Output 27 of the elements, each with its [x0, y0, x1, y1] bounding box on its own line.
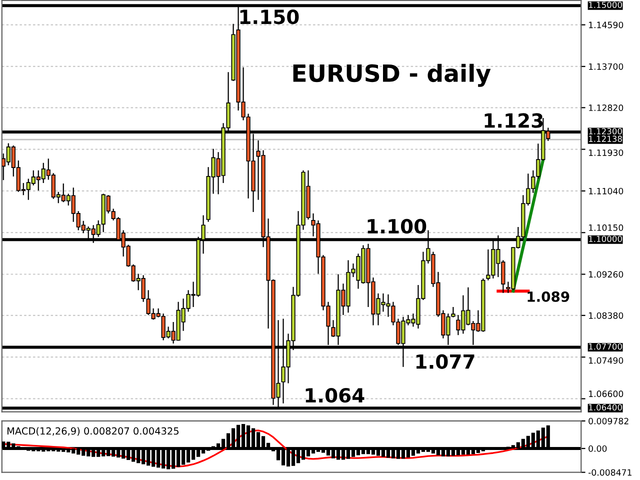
- ref-line-label: 1.06400: [588, 404, 622, 411]
- y-tick-label: 1.11040: [589, 188, 624, 194]
- y-tick-label: 1.14590: [589, 22, 624, 28]
- annotation: 1.123: [484, 113, 543, 128]
- y-tick-label: 1.13700: [589, 63, 624, 70]
- text: EURUSD - daily: [293, 64, 491, 87]
- annotation: 1.077: [416, 354, 474, 369]
- ref-line-label: 1.12300: [588, 128, 622, 134]
- y-tick-label: 1.08380: [589, 312, 624, 319]
- y-tick-label: 1.11930: [589, 149, 624, 156]
- ref-line-label: 1.07700: [588, 343, 622, 350]
- y-tick-label: 0.009782: [588, 418, 628, 424]
- y-tick-label: 1.06600: [589, 390, 624, 398]
- ref-line-label: 1.12138: [588, 136, 622, 142]
- annotation: 1.100: [368, 218, 426, 234]
- y-tick-label: 1.09260: [589, 271, 624, 278]
- text: MACD(12,26,9) 0.008207 0.004325: [8, 427, 179, 436]
- y-tick-label: 0.00: [588, 445, 607, 452]
- annotation: 1.150: [240, 10, 299, 24]
- y-tick-label: 1.07490: [589, 357, 624, 364]
- ref-line-label: 1.15000: [588, 2, 622, 8]
- annotation: 1.064: [306, 388, 364, 403]
- ref-line-label: 1.10000: [588, 236, 622, 242]
- y-tick-label: 1.12820: [589, 104, 624, 112]
- y-tick-label: 1.10150: [589, 224, 624, 231]
- y-tick-label: -0.008471: [588, 469, 632, 476]
- annotation: 1.089: [528, 291, 570, 302]
